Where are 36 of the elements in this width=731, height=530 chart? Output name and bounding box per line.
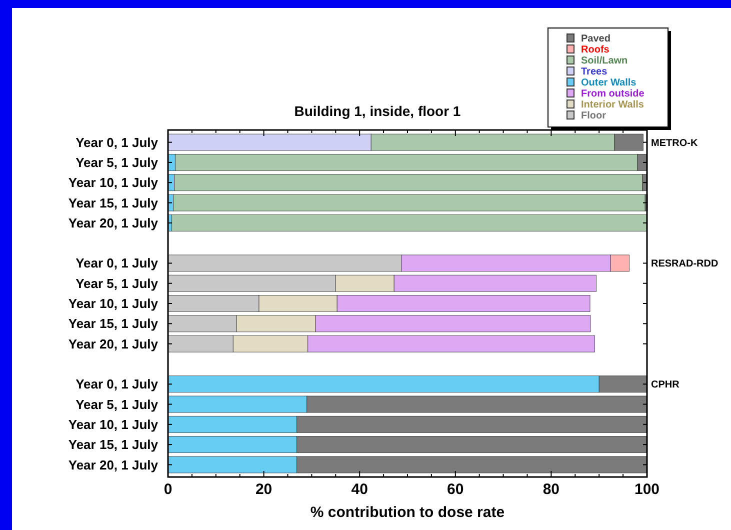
x-axis-title: % contribution to dose rate	[310, 504, 505, 521]
y-tick-label: Year 15, 1 July	[68, 316, 159, 332]
chart-title: Building 1, inside, floor 1	[294, 103, 461, 119]
x-tick-label: 60	[447, 481, 464, 498]
y-tick-label: Year 10, 1 July	[68, 416, 159, 432]
y-tick-label: Year 15, 1 July	[68, 195, 159, 210]
y-tick-label: Year 5, 1 July	[76, 396, 159, 412]
x-tick-label: 20	[255, 481, 272, 498]
bar	[173, 194, 646, 212]
y-tick-label: Year 15, 1 July	[68, 437, 159, 452]
legend-label: Roofs	[581, 44, 610, 56]
legend-label: Trees	[581, 66, 608, 78]
y-tick-label: Year 5, 1 July	[76, 276, 159, 291]
y-tick-label: Year 0, 1 July	[76, 376, 159, 392]
legend-label: Paved	[581, 34, 610, 44]
legend-label: Outer Walls	[581, 78, 637, 88]
y-tick-label: Year 20, 1 July	[68, 457, 159, 472]
y-tick-label: Year 0, 1 July	[76, 256, 159, 271]
x-tick-label: 0	[164, 481, 172, 498]
legend-label: From outside	[581, 88, 645, 100]
x-tick-label: 100	[634, 481, 660, 498]
legend-label: Floor	[581, 110, 606, 122]
y-tick-label: Year 20, 1 July	[68, 336, 159, 352]
text: RESRAD-RDD	[651, 258, 718, 270]
legend-label: Interior Walls	[581, 100, 644, 110]
y-tick-label: Year 10, 1 July	[68, 175, 159, 190]
text: METRO-K	[651, 138, 698, 149]
x-tick-label: 80	[542, 481, 560, 498]
bar	[172, 214, 648, 232]
y-tick-label: Year 5, 1 July	[76, 154, 159, 170]
text: CPHR	[651, 380, 680, 391]
y-tick-label: Year 0, 1 July	[76, 134, 159, 150]
legend-label: Soil/Lawn	[581, 56, 628, 66]
x-tick-label: 40	[351, 481, 368, 498]
y-tick-label: Year 20, 1 July	[68, 215, 159, 230]
y-tick-label: Year 10, 1 July	[68, 296, 159, 312]
